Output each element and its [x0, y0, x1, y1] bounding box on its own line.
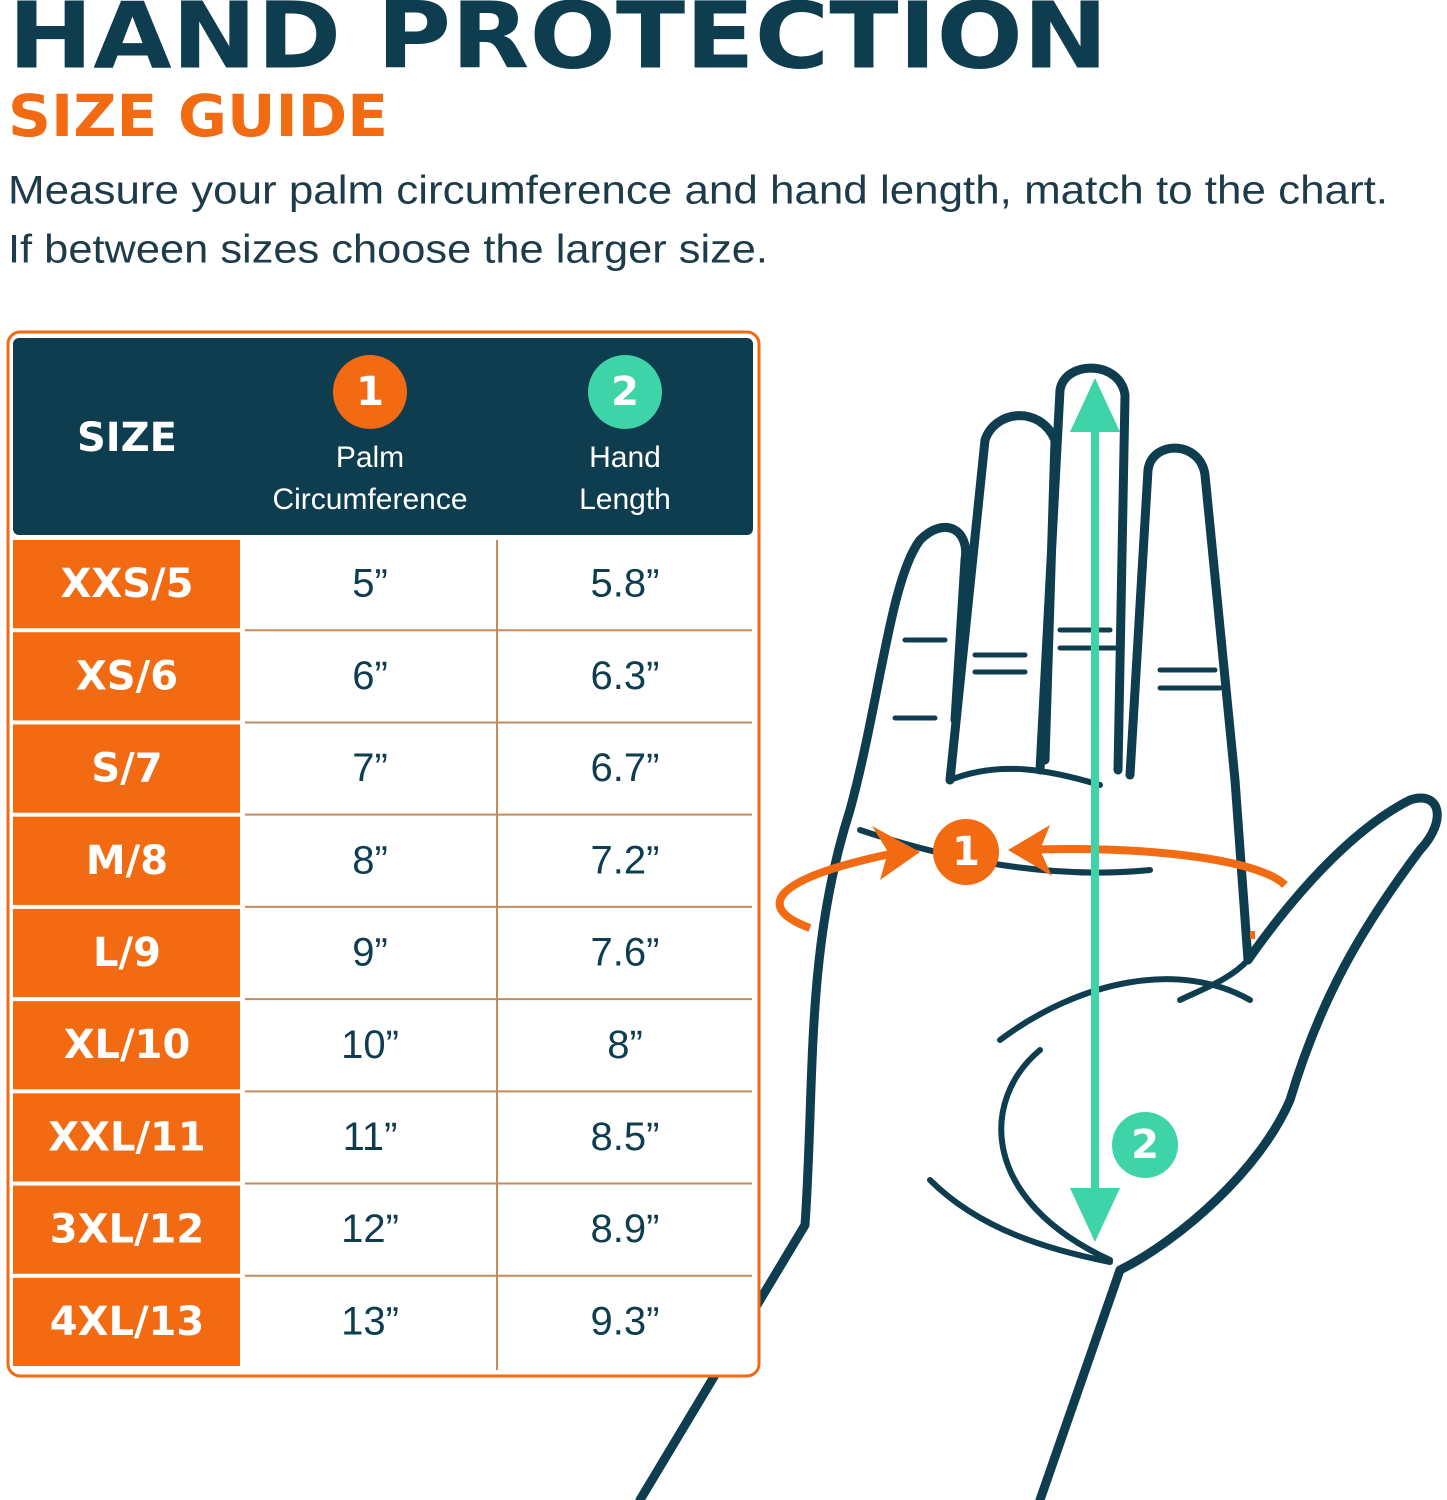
table-body: XXS/5 5” 5.8” XS/6 6” 6.3” S/7 7” 6.7” M/8 8” 7.2” L…	[13, 540, 752, 1366]
size-label: 4XL/13	[50, 1299, 204, 1345]
palm-arrow	[775, 845, 1288, 939]
size-cell	[13, 540, 240, 629]
measurement: 8.5”	[591, 1115, 660, 1159]
size-label: XS/6	[76, 653, 178, 699]
size-label: XXS/5	[61, 561, 194, 607]
marker-circle	[933, 819, 999, 885]
measurement: 7.6”	[591, 931, 660, 975]
header-badge	[588, 355, 662, 429]
measurement: 6”	[352, 654, 388, 698]
measurement: 8.9”	[591, 1207, 660, 1251]
measurement: 6.7”	[591, 746, 660, 790]
subtitle: SIZE GUIDE	[8, 82, 388, 150]
size-label: L/9	[93, 930, 161, 976]
measurement: 11”	[343, 1115, 398, 1159]
measurement: 7”	[352, 746, 388, 790]
measurement: 9.3”	[591, 1299, 660, 1343]
header-label: SIZE	[77, 415, 177, 461]
instruction: If between sizes choose the larger size.	[8, 228, 768, 272]
measurement: 7.2”	[591, 838, 660, 882]
finger-crease	[892, 627, 1223, 721]
marker-label: 1	[952, 829, 980, 875]
size-label: XXL/11	[48, 1114, 205, 1160]
instruction: Measure your palm circumference and hand…	[8, 169, 1388, 213]
header-label: Circumference	[272, 483, 467, 516]
size-cell	[13, 1001, 240, 1090]
header-badge	[333, 355, 407, 429]
size-cell	[13, 1185, 240, 1274]
measurement: 10”	[341, 1023, 399, 1067]
marker-circle	[1112, 1112, 1178, 1178]
marker-label: 2	[1131, 1122, 1159, 1168]
measurement: 5”	[352, 562, 388, 606]
size-label: M/8	[86, 838, 168, 884]
size-label: S/7	[91, 746, 162, 792]
palm-crease	[857, 765, 1253, 1265]
size-cell	[13, 908, 240, 998]
header-number: 1	[356, 369, 384, 415]
size-cell	[13, 724, 240, 813]
measurement: 13”	[341, 1299, 399, 1343]
size-cell	[13, 816, 240, 905]
measurement: 8”	[352, 838, 388, 882]
measurement: 8”	[607, 1023, 643, 1067]
measurement: 12”	[341, 1207, 399, 1251]
size-cell	[13, 632, 240, 721]
measurement: 5.8”	[591, 562, 660, 606]
size-label: XL/10	[64, 1022, 191, 1068]
title: HAND PROTECTION	[8, 0, 1108, 89]
header-label: Hand	[589, 441, 661, 474]
measurement: 9”	[352, 931, 388, 975]
table-header	[13, 338, 753, 535]
header-label: Length	[579, 483, 671, 516]
measurement: 6.3”	[591, 654, 660, 698]
hand-illustration: 1 2	[635, 363, 1442, 1500]
arrowhead	[872, 825, 1052, 880]
header-label: Palm	[336, 441, 404, 474]
hand-outline	[635, 363, 1442, 1500]
size-cell	[13, 1277, 240, 1366]
size-label: 3XL/12	[50, 1207, 204, 1253]
header-number: 2	[611, 369, 639, 415]
size-cell	[13, 1093, 240, 1182]
